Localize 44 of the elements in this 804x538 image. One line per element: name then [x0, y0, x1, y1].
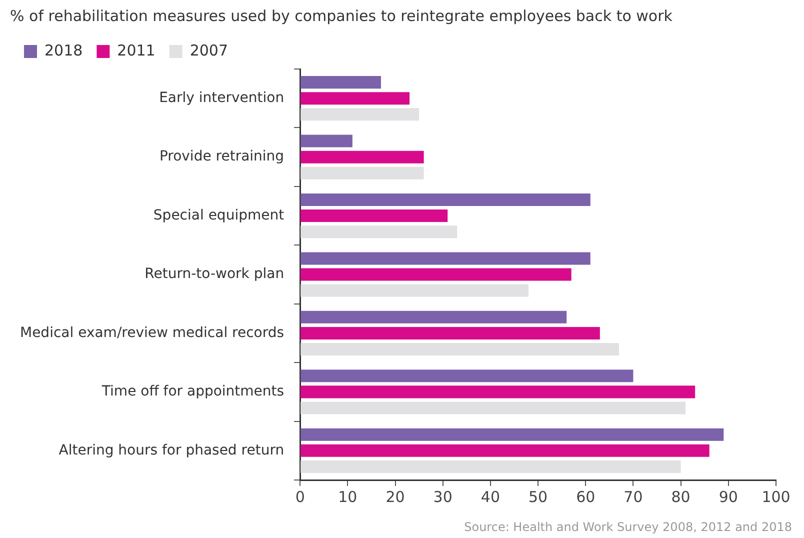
legend-label: 2018 [44, 41, 83, 60]
bar [300, 252, 590, 265]
bar [300, 428, 724, 441]
x-tick-label: 100 [762, 488, 790, 506]
bar [300, 108, 420, 121]
y-tick-label: Medical exam/review medical records [20, 324, 284, 341]
bar [300, 386, 696, 398]
bar [300, 210, 448, 222]
y-tick-label: Time off for appointments [100, 384, 284, 400]
bar [300, 226, 458, 238]
bar [300, 402, 686, 414]
bar [300, 134, 352, 148]
bar [300, 166, 424, 180]
bar [300, 150, 424, 164]
x-tick-label: 10 [338, 488, 358, 506]
bar [300, 444, 710, 457]
legend-label: 2007 [190, 41, 228, 60]
x-tick-label: 70 [624, 488, 643, 506]
y-tick-label: Altering hours for phased return [58, 442, 284, 458]
bar [300, 92, 410, 105]
x-tick-label: 50 [528, 488, 548, 506]
x-tick-label: 0 [295, 488, 305, 506]
x-tick-label: 30 [433, 488, 452, 506]
bar [300, 284, 529, 297]
x-tick-label: 90 [718, 488, 738, 506]
bar [300, 76, 381, 89]
bar [300, 326, 600, 340]
legend-label: 2011 [117, 41, 156, 60]
bar [300, 460, 681, 473]
bar [300, 370, 634, 382]
y-tick-label: Provide retraining [159, 148, 284, 165]
chart-title: % of rehabilitation measures used by companies to reintegrate employees back to work [10, 6, 673, 25]
bar [300, 193, 590, 206]
bar [300, 343, 619, 356]
bar [300, 310, 567, 324]
x-tick-label: 80 [671, 488, 690, 506]
x-tick-label: 20 [386, 488, 405, 506]
y-tick-label: Special equipment [153, 207, 285, 224]
source-note: Source: Health and Work Survey 2008, 2012 and 2018 [464, 520, 792, 534]
y-tick-label: Return-to-work plan [144, 266, 284, 282]
x-tick-label: 60 [576, 488, 596, 506]
bar [300, 268, 572, 281]
y-tick-label: Early intervention [159, 90, 284, 106]
x-tick-label: 40 [480, 488, 500, 506]
